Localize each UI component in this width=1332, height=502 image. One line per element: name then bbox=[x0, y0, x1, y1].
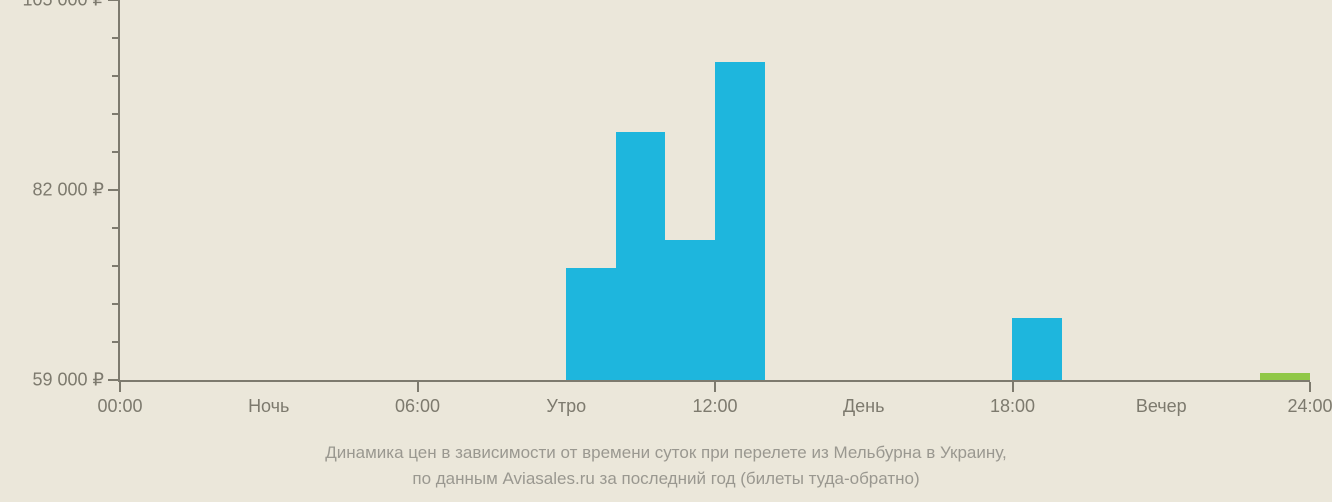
y-tick-label: 59 000 ₽ bbox=[32, 370, 104, 391]
y-tick-label: 105 000 ₽ bbox=[22, 0, 104, 11]
bar-slot bbox=[120, 0, 170, 380]
x-tick-label: 06:00 bbox=[395, 396, 440, 417]
price-bar bbox=[665, 240, 715, 380]
x-tick-label: 18:00 bbox=[990, 396, 1035, 417]
bar-slot bbox=[517, 0, 567, 380]
bar-slot bbox=[814, 0, 864, 380]
x-tick-label: 00:00 bbox=[97, 396, 142, 417]
bar-slot bbox=[1161, 0, 1211, 380]
bar-slot bbox=[665, 0, 715, 380]
price-bar bbox=[566, 268, 616, 380]
y-tick-mark bbox=[108, 189, 118, 191]
bar-slot bbox=[963, 0, 1013, 380]
bar-slot bbox=[269, 0, 319, 380]
price-bar bbox=[715, 62, 765, 380]
y-tick-label: 82 000 ₽ bbox=[32, 180, 104, 201]
bar-slot bbox=[765, 0, 815, 380]
bar-slot bbox=[1012, 0, 1062, 380]
bar-slot bbox=[467, 0, 517, 380]
bar-slot bbox=[417, 0, 467, 380]
x-period-label: Вечер bbox=[1136, 396, 1187, 417]
price-bar bbox=[616, 132, 666, 380]
bar-slot bbox=[170, 0, 220, 380]
bar-slot bbox=[715, 0, 765, 380]
x-tick-mark bbox=[417, 382, 419, 392]
caption-line-1: Динамика цен в зависимости от времени су… bbox=[0, 440, 1332, 466]
x-tick-mark bbox=[1012, 382, 1014, 392]
price-bar bbox=[1260, 373, 1310, 380]
bar-slot bbox=[318, 0, 368, 380]
bar-slot bbox=[913, 0, 963, 380]
y-tick-mark bbox=[108, 0, 118, 1]
bar-slot bbox=[616, 0, 666, 380]
price-by-hour-chart: 59 000 ₽ 82 000 ₽ 105 000 ₽ 00:00 06:00 12:0… bbox=[0, 0, 1332, 502]
x-period-label: Утро bbox=[546, 396, 586, 417]
bar-slot bbox=[368, 0, 418, 380]
y-tick-mark bbox=[108, 379, 118, 381]
x-period-label: Ночь bbox=[248, 396, 289, 417]
bar-slot bbox=[1211, 0, 1261, 380]
x-tick-mark bbox=[119, 382, 121, 392]
bar-slot bbox=[1112, 0, 1162, 380]
price-bar bbox=[1012, 318, 1062, 380]
bar-slot bbox=[566, 0, 616, 380]
bar-slot bbox=[1062, 0, 1112, 380]
y-axis: 59 000 ₽82 000 ₽105 000 ₽ bbox=[0, 0, 118, 380]
plot-area bbox=[120, 0, 1310, 380]
x-tick-label: 12:00 bbox=[692, 396, 737, 417]
x-tick-mark bbox=[1309, 382, 1311, 392]
x-tick-label: 24:00 bbox=[1287, 396, 1332, 417]
x-tick-mark bbox=[714, 382, 716, 392]
x-period-label: День bbox=[843, 396, 885, 417]
bar-slot bbox=[864, 0, 914, 380]
bar-slot bbox=[219, 0, 269, 380]
bar-slot bbox=[1260, 0, 1310, 380]
caption-line-2: по данным Aviasales.ru за последний год … bbox=[0, 466, 1332, 492]
chart-caption: Динамика цен в зависимости от времени су… bbox=[0, 440, 1332, 491]
